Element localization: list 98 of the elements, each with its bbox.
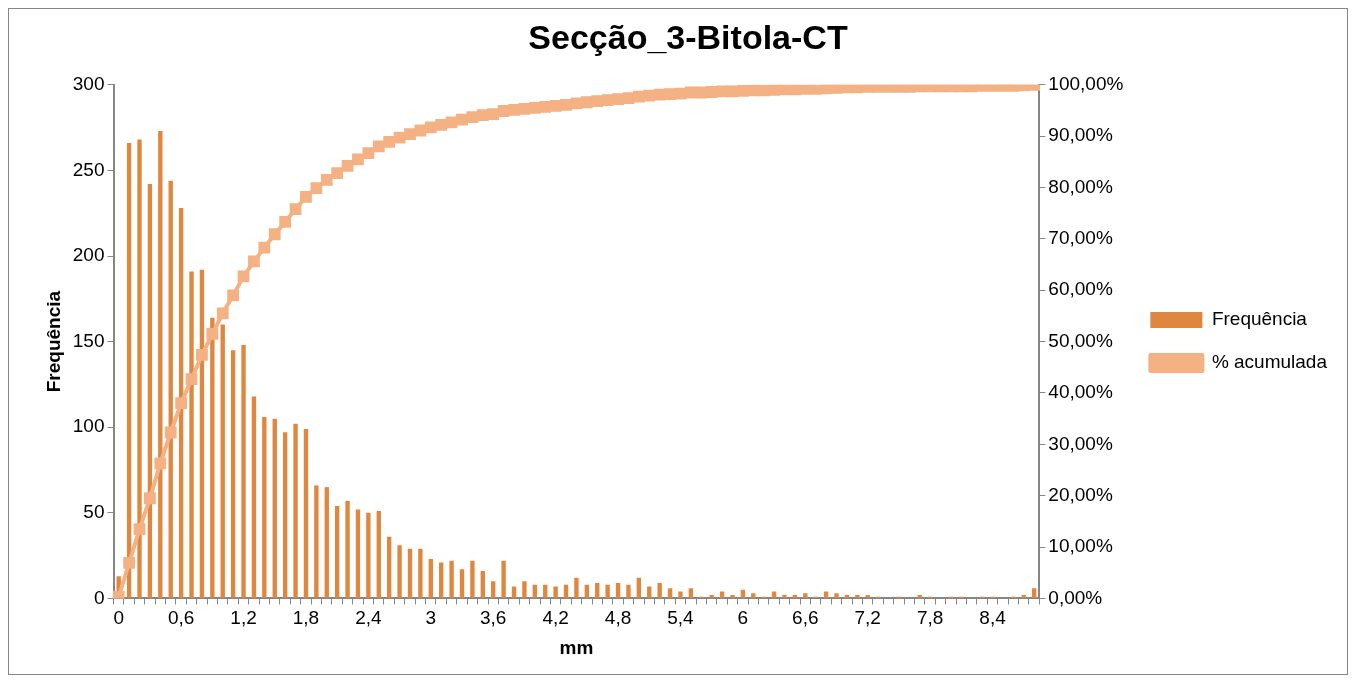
x-axis-title: mm <box>559 636 594 658</box>
x-tick-label: 0,6 <box>167 607 195 629</box>
bar <box>574 577 579 598</box>
y2-tick-label: 50,00% <box>1048 329 1113 351</box>
bar <box>293 423 298 598</box>
bar <box>397 545 402 598</box>
bar <box>251 396 257 598</box>
bar <box>449 560 454 598</box>
y-tick-label: 200 <box>72 244 105 266</box>
legend-label: % acumulada <box>1211 351 1328 373</box>
bar <box>345 500 350 598</box>
bar <box>626 584 631 598</box>
bar <box>439 562 444 598</box>
bar <box>303 428 309 598</box>
bar <box>688 588 694 598</box>
bar <box>782 594 787 598</box>
bar <box>366 512 371 598</box>
bar <box>667 588 673 598</box>
bar <box>844 594 850 598</box>
bar <box>272 418 277 598</box>
x-tick-label: 6,6 <box>792 607 819 629</box>
bar <box>418 548 423 598</box>
bar <box>730 594 735 598</box>
bar <box>376 511 381 598</box>
x-tick-label: 5,4 <box>667 607 695 629</box>
y2-tick-label: 70,00% <box>1048 227 1113 249</box>
bar <box>282 432 288 598</box>
bar <box>917 594 922 598</box>
x-tick-label: 7,2 <box>854 607 881 629</box>
y2-tick-label: 60,00% <box>1048 278 1113 300</box>
y-axis-title: Frequência <box>42 290 64 393</box>
bar <box>334 505 340 598</box>
bar <box>563 584 569 598</box>
y2-tick-label: 90,00% <box>1048 124 1113 146</box>
bar <box>855 594 860 598</box>
x-tick-label: 3 <box>425 607 437 629</box>
bar <box>615 582 621 598</box>
bar <box>605 584 610 598</box>
y2-tick-label: 20,00% <box>1048 483 1113 505</box>
bar <box>751 593 756 598</box>
bar <box>220 324 225 598</box>
y-tick-label: 150 <box>72 329 105 351</box>
y2-tick-label: 80,00% <box>1048 175 1113 197</box>
legend-label: Frequência <box>1211 308 1308 330</box>
bar <box>262 416 267 598</box>
x-tick-label: 2,4 <box>355 607 383 629</box>
bar <box>1021 594 1026 598</box>
bar <box>470 560 475 598</box>
y2-tick-label: 0,00% <box>1048 586 1103 608</box>
bar <box>230 350 236 598</box>
bar <box>834 593 839 598</box>
bar <box>740 589 746 598</box>
bar <box>709 594 714 598</box>
x-tick-label: 4,8 <box>604 607 632 629</box>
y-tick-label: 300 <box>72 73 105 95</box>
bar <box>501 560 506 598</box>
bar <box>792 594 798 598</box>
bar <box>1031 588 1037 598</box>
bar <box>543 584 548 598</box>
bar <box>522 581 527 598</box>
bar <box>803 593 808 598</box>
y2-tick-label: 40,00% <box>1048 381 1113 403</box>
bar <box>428 559 433 598</box>
bar <box>407 548 413 598</box>
x-tick-label: 0 <box>113 607 124 629</box>
x-tick-label: 8,4 <box>979 607 1007 629</box>
x-tick-label: 3,6 <box>480 607 507 629</box>
x-tick-label: 7,8 <box>916 607 944 629</box>
y-tick-label: 50 <box>83 501 105 523</box>
bar <box>511 586 517 598</box>
x-tick-label: 6 <box>737 607 749 629</box>
bar <box>355 509 361 598</box>
bar <box>324 487 329 598</box>
x-tick-label: 4,2 <box>542 607 569 629</box>
bar <box>241 345 246 598</box>
bar <box>480 571 485 598</box>
y2-tick-label: 10,00% <box>1048 535 1113 557</box>
bar <box>553 586 558 598</box>
y-tick-label: 250 <box>72 158 105 180</box>
x-tick-label: 1,2 <box>230 607 257 629</box>
chart-title: Secção_3-Bitola-CT <box>528 17 848 56</box>
bar <box>387 536 392 598</box>
bar <box>532 584 538 598</box>
bar <box>647 586 652 598</box>
bar <box>491 581 496 598</box>
y-tick-label: 100 <box>72 415 105 437</box>
bar <box>657 582 662 598</box>
y2-tick-label: 100,00% <box>1048 73 1124 95</box>
bar <box>314 485 319 598</box>
y2-tick-label: 30,00% <box>1048 432 1113 454</box>
bar <box>595 582 600 598</box>
bar <box>459 569 465 598</box>
bar <box>584 584 590 598</box>
y-tick-label: 0 <box>93 586 105 608</box>
bar <box>636 577 642 598</box>
x-tick-label: 1,8 <box>292 607 320 629</box>
bar <box>678 591 683 598</box>
bar <box>865 594 870 598</box>
